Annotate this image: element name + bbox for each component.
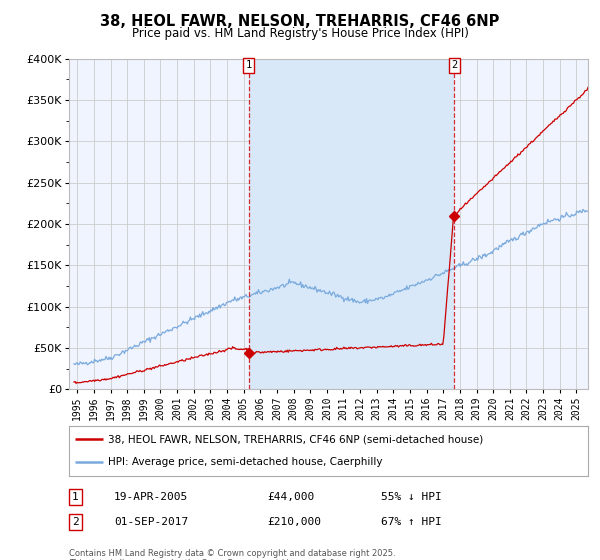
Bar (248, 59, 454, 389)
Text: 38, HEOL FAWR, NELSON, TREHARRIS, CF46 6NP (semi-detached house): 38, HEOL FAWR, NELSON, TREHARRIS, CF46 6… (108, 434, 483, 444)
Text: 2: 2 (451, 60, 458, 71)
Text: 1: 1 (245, 60, 252, 71)
Text: £210,000: £210,000 (267, 517, 321, 527)
Text: Price paid vs. HM Land Registry's House Price Index (HPI): Price paid vs. HM Land Registry's House … (131, 27, 469, 40)
Text: Contains HM Land Registry data © Crown copyright and database right 2025.
This d: Contains HM Land Registry data © Crown c… (69, 549, 395, 560)
Text: 67% ↑ HPI: 67% ↑ HPI (381, 517, 442, 527)
Text: 38, HEOL FAWR, NELSON, TREHARRIS, CF46 6NP: 38, HEOL FAWR, NELSON, TREHARRIS, CF46 6… (100, 14, 500, 29)
Text: HPI: Average price, semi-detached house, Caerphilly: HPI: Average price, semi-detached house,… (108, 458, 382, 468)
Text: 2: 2 (72, 517, 79, 527)
Text: 01-SEP-2017: 01-SEP-2017 (114, 517, 188, 527)
Text: 19-APR-2005: 19-APR-2005 (114, 492, 188, 502)
Text: 55% ↓ HPI: 55% ↓ HPI (381, 492, 442, 502)
Text: 1: 1 (72, 492, 79, 502)
Text: £44,000: £44,000 (267, 492, 314, 502)
